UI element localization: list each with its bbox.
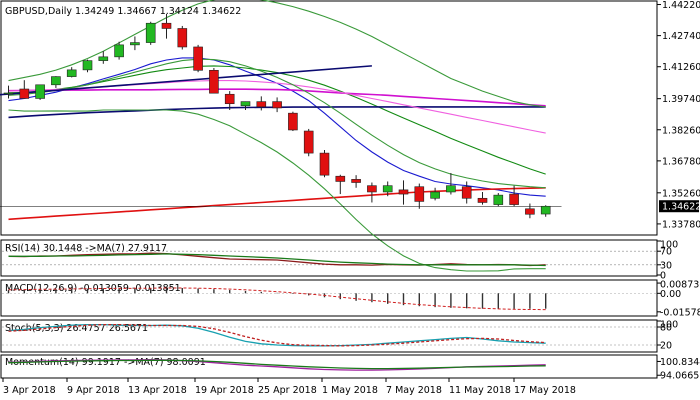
- candle-body: [114, 44, 124, 58]
- overlay-magenta-ma: [8, 88, 546, 107]
- candle-body: [240, 101, 251, 107]
- candle-body: [3, 92, 14, 95]
- candle-body: [209, 69, 219, 94]
- price-tick-label: 1.33780: [662, 219, 700, 230]
- indicator-tick-label: 100.8344: [660, 357, 700, 368]
- candle-body: [540, 205, 551, 215]
- candle-body: [398, 189, 409, 195]
- candle-body: [130, 42, 140, 46]
- rsi-line: [8, 253, 546, 267]
- date-tick-label: 9 Apr 2018: [67, 385, 120, 396]
- price-tick-label: 1.42740: [662, 31, 700, 42]
- indicator-tick-label: 100: [660, 240, 678, 251]
- overlay-bb-upper: [8, 0, 546, 108]
- stochastic-line: [8, 323, 546, 347]
- overlay-bb-middle: [8, 58, 546, 189]
- indicator-tick-label: 0: [660, 271, 666, 282]
- overlay-bb-lower: [8, 109, 546, 272]
- stochastic-line: [8, 323, 546, 347]
- date-tick-label: 25 Apr 2018: [258, 385, 317, 396]
- price-pane: 1.44220 1.42740 1.41260 1.39740 1.38260 1.367…: [0, 0, 700, 272]
- date-tick-label: 13 Apr 2018: [128, 385, 187, 396]
- date-tick-label: 11 May 2018: [449, 385, 511, 396]
- candle-body: [98, 56, 109, 61]
- candle-body: [303, 130, 314, 154]
- candle-body: [319, 152, 330, 176]
- candle-body: [477, 197, 488, 203]
- date-tick-label: 1 May 2018: [322, 385, 378, 396]
- candle-body: [367, 185, 377, 193]
- rsi-line: [8, 252, 546, 267]
- indicator-tick-label: -0.015789: [660, 307, 700, 318]
- candle-body: [493, 194, 504, 205]
- momentum-label: Momentum(14) 99.1917 ->MA(7) 98.0091: [5, 357, 206, 368]
- date-tick-label: 17 May 2018: [514, 385, 576, 396]
- candle-body: [446, 185, 456, 193]
- candle-body: [414, 186, 425, 202]
- chart-title: GBPUSD,Daily 1.34249 1.34667 1.34124 1.3…: [5, 6, 241, 17]
- candle-body: [335, 175, 346, 182]
- date-tick-label: 19 Apr 2018: [195, 385, 254, 396]
- momentum-line: [8, 359, 546, 370]
- candle-body: [35, 84, 45, 99]
- candle-body: [177, 28, 188, 48]
- candle-body: [145, 22, 156, 43]
- overlay-red-ma: [8, 187, 546, 221]
- indicator-tick-label: 70: [660, 247, 672, 258]
- svg-text:1.34622: 1.34622: [662, 202, 700, 213]
- candle-body: [19, 88, 30, 99]
- candle-body: [66, 69, 77, 77]
- candle-body: [525, 208, 535, 215]
- indicator-tick-label: 0.008736: [660, 280, 700, 291]
- price-tick-label: 1.35260: [662, 188, 700, 199]
- candle-body: [382, 185, 393, 193]
- price-tick-label: 1.38260: [662, 125, 700, 136]
- rsi-label: RSI(14) 30.1448 ->MA(7) 27.9117: [5, 243, 167, 254]
- indicator-tick-label: 20: [660, 341, 672, 352]
- candle-body: [430, 191, 440, 199]
- price-tick-label: 1.41260: [662, 62, 700, 73]
- candle-body: [161, 22, 172, 29]
- stochastic-label: Stoch(5,3,3) 26.4757 26.5671: [5, 323, 148, 334]
- candle-body: [288, 112, 298, 131]
- macd-label: MACD(12,26,9) -0.013059 -0.013851: [5, 283, 181, 294]
- candle-body: [351, 179, 361, 183]
- candle-body: [272, 101, 282, 109]
- indicator-tick-label: 80: [660, 323, 672, 334]
- momentum-pane: Momentum(14) 99.1917 ->MA(7) 98.0091 100…: [0, 354, 700, 382]
- indicator-tick-label: 30: [660, 260, 672, 271]
- candle-body: [509, 193, 519, 205]
- candle-body: [461, 186, 472, 199]
- candle-body: [224, 93, 235, 105]
- indicator-tick-label: 100: [660, 320, 678, 331]
- blue-trendline: [0, 65, 372, 96]
- candle-body: [193, 46, 203, 71]
- candle-body: [256, 101, 267, 108]
- indicator-tick-label: 0.00: [660, 289, 681, 300]
- price-tick-label: 1.36780: [662, 156, 700, 167]
- date-tick-label: 3 Apr 2018: [3, 385, 56, 396]
- current-price-tag: 1.34622: [659, 200, 700, 213]
- price-tick-label: 1.44220: [662, 0, 700, 11]
- date-tick-label: 7 May 2018: [386, 385, 442, 396]
- candle-body: [51, 76, 61, 86]
- macd-pane: MACD(12,26,9) -0.013059 -0.013851 0.0087…: [0, 279, 700, 318]
- indicator-tick-label: 94.0665: [660, 371, 699, 382]
- candle-body: [82, 60, 93, 71]
- price-tick-label: 1.39740: [662, 94, 700, 105]
- date-axis: 3 Apr 2018 9 Apr 2018 13 Apr 2018 19 Apr 20…: [2, 378, 576, 396]
